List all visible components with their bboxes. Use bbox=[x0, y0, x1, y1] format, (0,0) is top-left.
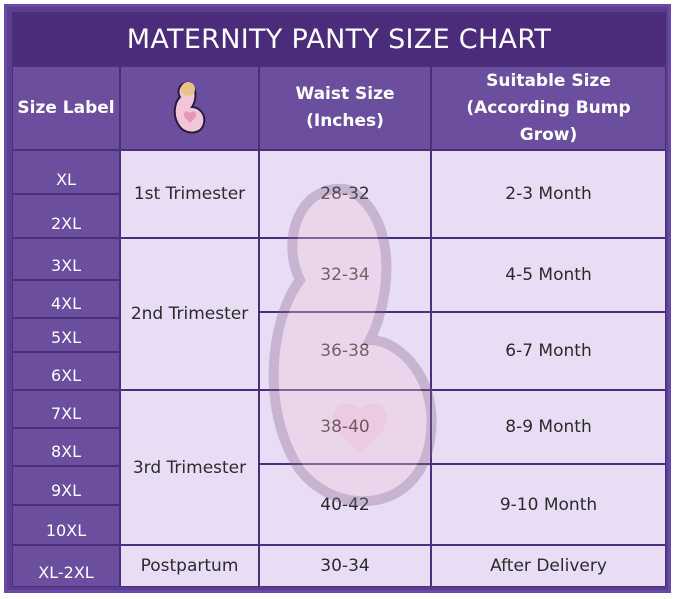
suitable: 4-5 Month bbox=[431, 238, 666, 312]
size-label: 10XL bbox=[12, 505, 120, 545]
size-label: 3XL bbox=[12, 238, 120, 280]
waist: 32-34 bbox=[259, 238, 431, 312]
pregnant-icon bbox=[173, 81, 205, 134]
suitable: 8-9 Month bbox=[431, 390, 666, 464]
stage: 1st Trimester bbox=[120, 150, 259, 238]
waist: 36-38 bbox=[259, 312, 431, 390]
size-label: XL bbox=[12, 150, 120, 194]
size-label: 7XL bbox=[12, 390, 120, 428]
chart-title: MATERNITY PANTY SIZE CHART bbox=[12, 12, 666, 66]
size-label: XL-2XL bbox=[12, 545, 120, 587]
waist: 28-32 bbox=[259, 150, 431, 238]
header-cell: Suitable Size (According Bump Grow) bbox=[431, 66, 666, 150]
suitable: 9-10 Month bbox=[431, 464, 666, 545]
suitable: After Delivery bbox=[431, 545, 666, 587]
size-label: 4XL bbox=[12, 280, 120, 318]
waist: 30-34 bbox=[259, 545, 431, 587]
size-label: 5XL bbox=[12, 318, 120, 352]
suitable: 6-7 Month bbox=[431, 312, 666, 390]
stage: 2nd Trimester bbox=[120, 238, 259, 390]
stage: 3rd Trimester bbox=[120, 390, 259, 545]
waist: 38-40 bbox=[259, 390, 431, 464]
size-label: 6XL bbox=[12, 352, 120, 390]
stage: Postpartum bbox=[120, 545, 259, 587]
size-label: 2XL bbox=[12, 194, 120, 238]
icon-cell bbox=[120, 66, 259, 150]
waist: 40-42 bbox=[259, 464, 431, 545]
size-label: 9XL bbox=[12, 466, 120, 505]
suitable: 2-3 Month bbox=[431, 150, 666, 238]
header-cell: Size Label bbox=[12, 66, 120, 150]
header-cell: Waist Size (Inches) bbox=[259, 66, 431, 150]
size-label: 8XL bbox=[12, 428, 120, 466]
